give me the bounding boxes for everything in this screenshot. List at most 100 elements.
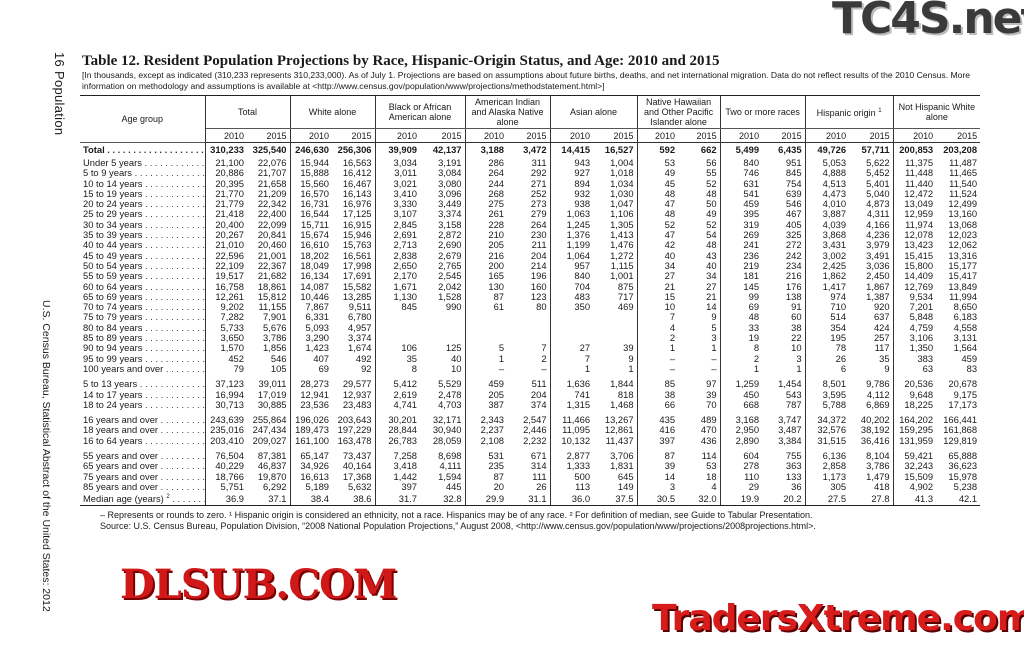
value-cell: 36,623 bbox=[948, 460, 978, 472]
value-cell: 48 bbox=[719, 312, 763, 323]
year-header: 2015 bbox=[507, 128, 551, 143]
value-cell: 53 bbox=[636, 157, 679, 169]
value-cell: 3 bbox=[636, 481, 679, 493]
section-gap bbox=[80, 410, 980, 416]
value-cell: 3,106 bbox=[892, 332, 937, 344]
value-cell: 15,582 bbox=[342, 280, 372, 292]
value-cell: 920 bbox=[873, 301, 890, 313]
value-cell: 10,446 bbox=[289, 291, 333, 303]
value-cell: 3,374 bbox=[348, 332, 372, 344]
value-cell bbox=[420, 323, 465, 333]
value-cell: 16,731 bbox=[289, 198, 333, 210]
value-cell: 2,545 bbox=[438, 270, 462, 282]
value-cell: 1,333 bbox=[549, 461, 594, 472]
dot-leader: . . . . . . . . . . . . . . . . . . . . bbox=[145, 399, 205, 410]
value-cell: 1,476 bbox=[610, 239, 634, 251]
value-cell: 36.9 bbox=[204, 492, 247, 507]
value-cell: 23,536 bbox=[289, 399, 333, 411]
value-cell: 235,016 bbox=[204, 425, 247, 436]
row-label-cell: 45 to 49 years . . . . . . . . . . . . .… bbox=[80, 250, 206, 261]
value-cell: 3,472 bbox=[523, 144, 547, 156]
value-cell: 2 bbox=[636, 332, 679, 344]
value-cell: 1,417 bbox=[804, 281, 850, 292]
row-label: 50 to 54 years bbox=[83, 260, 143, 271]
value-cell: 1,671 bbox=[374, 281, 421, 292]
value-cell: 21,010 bbox=[204, 240, 247, 251]
value-cell: 203,643 bbox=[337, 414, 372, 426]
value-cell: 37,123 bbox=[204, 378, 247, 390]
value-cell: 1 bbox=[628, 362, 634, 374]
value-cell: 325,540 bbox=[252, 144, 287, 156]
value-cell: 50 bbox=[706, 198, 717, 210]
value-cell bbox=[549, 322, 594, 334]
value-cell: 2,237 bbox=[464, 425, 508, 436]
value-cell: 110 bbox=[719, 471, 763, 482]
row-label-cell: 60 to 64 years . . . . . . . . . . . . .… bbox=[80, 281, 206, 292]
table-row: 100 years and over . . . . . . . . . . .… bbox=[80, 362, 980, 375]
value-cell: 32,243 bbox=[892, 461, 937, 472]
value-cell: – bbox=[711, 362, 717, 374]
value-cell: 5,093 bbox=[289, 322, 333, 334]
value-cell: 21,770 bbox=[204, 188, 247, 200]
value-cell: 12,078 bbox=[892, 229, 937, 241]
value-cell: 932 bbox=[549, 188, 594, 200]
value-cell: 48 bbox=[706, 239, 717, 251]
year-header: 2015 bbox=[420, 128, 466, 143]
value-cell: 11,155 bbox=[258, 301, 287, 313]
value-cell: 668 bbox=[719, 399, 763, 411]
value-cell: 6,869 bbox=[866, 398, 890, 410]
row-label-cell: Total . . . . . . . . . . . . . . . . . … bbox=[80, 142, 206, 158]
value-cell: 363 bbox=[785, 460, 802, 472]
value-cell bbox=[464, 312, 508, 323]
value-cell: 18,202 bbox=[289, 250, 333, 261]
value-cell bbox=[593, 323, 637, 333]
value-cell: 4,111 bbox=[439, 460, 462, 472]
value-cell: 3,290 bbox=[289, 332, 333, 344]
value-cell: 271 bbox=[530, 177, 547, 189]
dot-leader: . . . . . . . . . . . . . . . . . . . . bbox=[160, 461, 205, 472]
value-cell: 11,440 bbox=[892, 178, 937, 189]
value-cell: 354 bbox=[804, 322, 850, 334]
table-row: 85 years and over . . . . . . . . . . . … bbox=[80, 481, 980, 493]
value-cell: 130 bbox=[464, 281, 508, 292]
value-cell: 11,974 bbox=[892, 219, 937, 231]
value-cell: 12,023 bbox=[948, 229, 978, 241]
table-row: 65 to 69 years . . . . . . . . . . . . .… bbox=[80, 291, 980, 303]
value-cell: 195 bbox=[804, 332, 850, 344]
value-cell: 39,011 bbox=[258, 378, 287, 390]
value-cell: 5 bbox=[711, 321, 717, 333]
value-cell: 957 bbox=[549, 260, 594, 272]
value-cell: 30,201 bbox=[374, 414, 421, 426]
value-cell: 6,331 bbox=[289, 312, 333, 323]
value-cell: 19,517 bbox=[204, 270, 247, 282]
value-cell: 275 bbox=[464, 198, 508, 210]
value-cell: 79 bbox=[204, 363, 247, 375]
value-cell: 2,838 bbox=[374, 250, 421, 261]
value-cell: 514 bbox=[804, 312, 850, 323]
value-cell: 2,950 bbox=[719, 425, 763, 436]
value-cell: 5,733 bbox=[204, 322, 247, 334]
year-header: 2015 bbox=[593, 128, 638, 143]
value-cell: 7,867 bbox=[289, 301, 333, 313]
dot-leader: . . . . . . . . . . . . . . . . . . . . bbox=[172, 493, 204, 505]
value-cell: 3,036 bbox=[866, 259, 890, 271]
row-label: 20 to 24 years bbox=[83, 199, 143, 210]
value-cell: 165 bbox=[464, 270, 508, 282]
value-cell: 5,412 bbox=[374, 378, 421, 390]
value-cell: 97 bbox=[706, 378, 717, 390]
dot-leader: . . . . . . . . . . . . . . . . . . . . bbox=[165, 363, 205, 374]
value-cell: 754 bbox=[785, 177, 802, 189]
value-cell: 161,868 bbox=[943, 424, 978, 436]
table-row: 85 to 89 years . . . . . . . . . . . . .… bbox=[80, 332, 980, 344]
row-label-cell: 15 to 19 years . . . . . . . . . . . . .… bbox=[80, 188, 206, 200]
value-cell: 16,563 bbox=[342, 157, 372, 168]
table-page: Table 12. Resident Population Projection… bbox=[80, 53, 985, 531]
value-cell: 3,887 bbox=[804, 209, 850, 220]
value-cell: 40 bbox=[636, 250, 679, 261]
value-cell: 18,049 bbox=[289, 260, 333, 272]
value-cell: 2,343 bbox=[464, 414, 508, 426]
value-cell: 452 bbox=[204, 353, 247, 364]
dot-leader: . . . . . . . . . . . . . . . . . . . . bbox=[145, 209, 205, 220]
value-cell: 73,437 bbox=[342, 450, 372, 462]
value-cell: 87 bbox=[464, 471, 508, 482]
